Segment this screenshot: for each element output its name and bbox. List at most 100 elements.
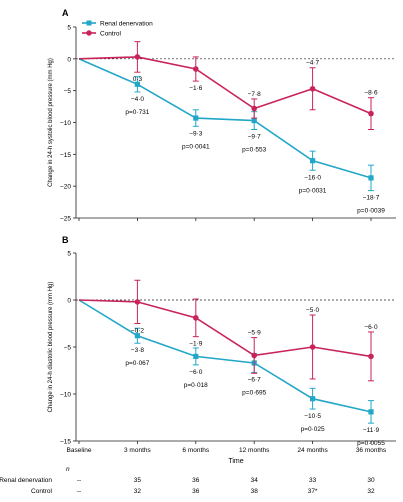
y-tick-label: −5 (64, 88, 72, 95)
data-label: −1·6 (189, 85, 203, 92)
data-point (193, 315, 199, 321)
data-point (309, 85, 316, 92)
y-tick-label: −15 (60, 439, 71, 446)
data-point (368, 353, 374, 360)
data-label: −9·3 (189, 130, 203, 137)
series-renal-denervation: −3·8 −6·0 −6·7 −10·5 −11·9 (78, 299, 380, 434)
data-label: −8·6 (364, 90, 378, 97)
data-label: −5·0 (306, 307, 320, 314)
p-value-label: p=0·018 (184, 382, 208, 389)
n-table-row: Renal denervation -- 35 36 34 33 30 (0, 477, 375, 484)
x-tick-label: 36 months (356, 447, 387, 454)
legend: Renal denervation Control (82, 20, 153, 38)
n-table-cell: 36 (192, 477, 200, 484)
p-value-label: p=0·553 (242, 147, 266, 154)
n-table-cell: 30 (367, 477, 375, 484)
n-table-cell: 34 (251, 477, 259, 484)
n-table-header: n (66, 466, 70, 473)
n-table: n Renal denervation -- 35 36 34 33 30 Control -- 3… (0, 466, 375, 495)
legend-label: Renal denervation (100, 21, 153, 28)
legend-item-control: Control (82, 30, 122, 38)
y-axis-label: Change in 24-h systolic blood pressure (… (48, 58, 54, 187)
p-value-label: p=0·0041 (182, 143, 210, 150)
legend-label: Control (100, 31, 122, 38)
p-value-label: p=0·731 (125, 109, 149, 116)
p-value-label: p=0·025 (301, 426, 325, 433)
p-value-label: p=0·0031 (299, 187, 327, 194)
series-line (78, 56, 372, 115)
n-table-cell: 36 (192, 488, 200, 495)
y-tick-label: −20 (60, 184, 71, 191)
data-label: −9·7 (248, 134, 262, 141)
data-point (368, 175, 374, 181)
n-table-cell: 38 (251, 488, 259, 495)
n-table-row-label: Renal denervation (0, 477, 52, 484)
n-table-cell: 33 (309, 477, 317, 484)
panel-label: B (62, 235, 69, 245)
series-control: −0·2 −1·9 −5·9 −5·0 −6·0 (78, 279, 378, 382)
x-tick-label: 24 months (297, 447, 328, 454)
x-tick-label: 6 months (182, 447, 209, 454)
p-value-label: p=0·695 (242, 389, 266, 396)
data-point (368, 409, 374, 415)
n-table-cell: 35 (134, 477, 142, 484)
data-point (251, 352, 257, 359)
n-table-cell: 37* (308, 488, 318, 495)
series-control: 0·3 −1·6 −7·8 −4·7 −8·6 (78, 41, 378, 131)
x-tick-label: 12 months (239, 447, 270, 454)
x-tick-label: Baseline (67, 447, 92, 454)
x-tick-label: 3 months (124, 447, 151, 454)
legend-marker (86, 30, 92, 36)
y-tick-label: −10 (60, 392, 71, 399)
series-line (78, 299, 372, 413)
data-label: −4·7 (306, 60, 320, 67)
data-label: −0·2 (131, 328, 145, 335)
data-point (134, 333, 140, 339)
x-axis-label: Time (228, 458, 243, 465)
y-tick-label: −5 (64, 345, 72, 352)
series-renal-denervation: −4·0 −9·3 −9·7 −16·0 −18·7 (78, 58, 380, 202)
data-label: −5·9 (248, 330, 262, 337)
data-point (251, 117, 257, 124)
data-label: −3·8 (131, 347, 145, 354)
data-label: −1·9 (189, 341, 203, 348)
y-tick-label: 0 (67, 298, 71, 305)
legend-item-renal-denervation: Renal denervation (82, 20, 153, 28)
y-tick-label: 5 (67, 25, 71, 32)
data-label: −16·0 (304, 174, 321, 181)
n-table-row-label: Control (31, 488, 53, 495)
data-point (251, 105, 257, 112)
data-label: −10·5 (304, 413, 321, 420)
data-label: −6·7 (248, 376, 262, 383)
y-tick-label: 0 (67, 56, 71, 63)
y-tick-label: −10 (60, 120, 71, 127)
data-label: 0·3 (133, 76, 143, 83)
data-point (310, 396, 316, 402)
data-point (310, 158, 316, 164)
series-line (78, 299, 372, 358)
n-table-cell: 32 (367, 488, 375, 495)
y-axis-label: Change in 24-h diastolic blood pressure … (48, 282, 54, 413)
data-point (309, 344, 316, 350)
data-point (134, 54, 141, 60)
y-tick-label: −25 (60, 216, 71, 223)
y-tick-label: −15 (60, 152, 71, 159)
n-table-row: Control -- 32 36 38 37* 32 (31, 488, 375, 495)
p-value-label: p=0·0055 (357, 440, 385, 447)
series-line (78, 58, 372, 179)
data-label: −6·0 (364, 324, 378, 331)
chart-panel-a: A 5 0 −5 −10 −15 −20 −25 Change in 24-h systolic… (48, 8, 396, 223)
data-point (368, 110, 374, 117)
panel-label: A (62, 8, 69, 18)
y-tick-label: 5 (67, 251, 71, 258)
data-point (193, 115, 199, 121)
data-label: −7·8 (248, 91, 262, 98)
legend-marker (86, 20, 92, 26)
data-point (193, 353, 199, 359)
n-table-cell: -- (77, 488, 81, 495)
data-label: −4·0 (131, 96, 145, 103)
data-label: −18·7 (363, 195, 380, 202)
data-point (134, 299, 141, 305)
n-table-cell: -- (77, 477, 81, 484)
